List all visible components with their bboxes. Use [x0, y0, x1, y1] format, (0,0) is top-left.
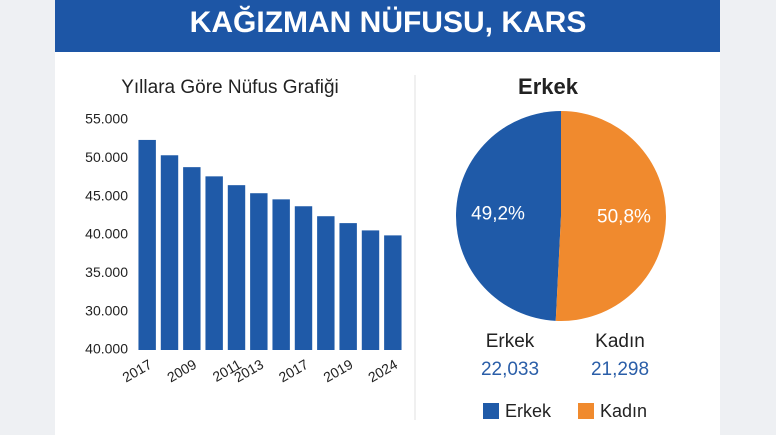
legend-swatch [483, 403, 499, 419]
legend-swatch [578, 403, 594, 419]
pie-title: Erkek [518, 74, 579, 99]
y-tick-label: 30.000 [85, 302, 128, 318]
legend-label: Kadın [600, 401, 647, 421]
pie-slice [555, 111, 666, 321]
y-tick-label: 40.000 [85, 341, 128, 357]
count-name: Erkek [486, 331, 535, 352]
y-tick-label: 55.000 [85, 111, 128, 127]
y-tick-label: 50.000 [85, 149, 128, 165]
bar [384, 235, 402, 350]
bar [272, 199, 290, 350]
y-tick-label: 40.000 [85, 226, 128, 242]
bar [138, 139, 156, 350]
bar [227, 185, 246, 350]
pie-slice [456, 111, 561, 321]
bar [250, 193, 268, 350]
bar [183, 167, 201, 350]
header [55, 0, 720, 52]
legend-label: Erkek [505, 401, 552, 421]
count-name: Kadın [595, 331, 645, 352]
bar [294, 206, 313, 350]
bar-title: Yıllara Göre Nüfus Grafiği [121, 77, 339, 98]
count-value: 22,033 [481, 359, 539, 380]
slice-label: 49,2% [471, 203, 525, 224]
bar [317, 216, 335, 350]
bar [160, 155, 179, 350]
bar [205, 176, 223, 350]
y-tick-label: 35.000 [85, 264, 128, 280]
bar [361, 230, 380, 350]
bar [339, 223, 357, 350]
page-title: KAĞIZMAN NÜFUSU, KARS [190, 5, 587, 39]
count-value: 21,298 [591, 359, 649, 380]
slice-label: 50,8% [597, 207, 651, 228]
y-tick-label: 45.000 [85, 187, 128, 203]
